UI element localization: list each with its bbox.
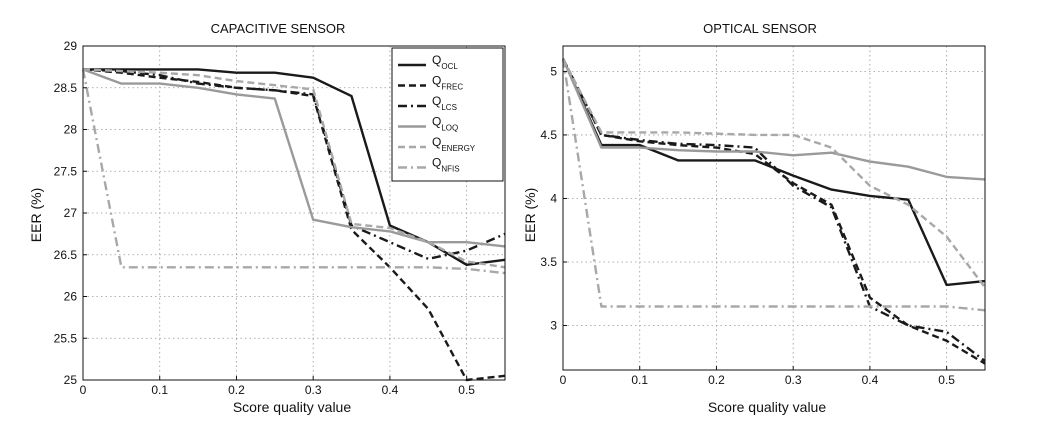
x-tick-label: 0.2 bbox=[228, 383, 245, 397]
y-tick-label: 3.5 bbox=[540, 255, 557, 269]
legend-label-energy: QENERGY bbox=[432, 135, 476, 153]
series-line-loq bbox=[82, 68, 506, 248]
y-tick-label: 27.5 bbox=[54, 164, 78, 178]
y-tick-label: 25 bbox=[64, 373, 78, 387]
tick-marks bbox=[562, 70, 948, 370]
legend-label-ocl: QOCL bbox=[432, 53, 458, 71]
y-tick-label: 3 bbox=[550, 319, 557, 333]
y-tick-label: 25.5 bbox=[54, 331, 78, 345]
x-axis-label: Score quality value bbox=[233, 399, 352, 415]
legend-box bbox=[391, 47, 504, 182]
grid bbox=[563, 46, 985, 370]
x-tick-label: 0.5 bbox=[458, 383, 475, 397]
y-tick-label: 4 bbox=[550, 191, 557, 205]
y-tick-label: 5 bbox=[550, 64, 557, 78]
legend: QOCL QFREC QLCS QLOQ QENERGY QNFIS bbox=[391, 47, 504, 182]
y-tick-label: 26.5 bbox=[54, 248, 78, 262]
y-tick-label: 26 bbox=[64, 290, 78, 304]
legend-label-lcs: QLCS bbox=[432, 94, 457, 112]
x-tick-label: 0 bbox=[560, 373, 567, 387]
series-line-lcs bbox=[561, 58, 986, 363]
series-line-frec bbox=[561, 58, 986, 365]
x-tick-label: 0.3 bbox=[305, 383, 322, 397]
series-line-lcs bbox=[82, 68, 506, 261]
series-line-nfis bbox=[561, 58, 986, 312]
x-tick-label: 0.3 bbox=[785, 373, 802, 387]
y-tick-label: 28 bbox=[64, 123, 78, 137]
series-lines bbox=[561, 58, 986, 365]
series-line-energy bbox=[82, 68, 506, 269]
x-tick-label: 0.4 bbox=[382, 383, 399, 397]
series-line-ocl bbox=[83, 68, 506, 266]
series-line-loq bbox=[561, 58, 986, 181]
series-line-energy bbox=[561, 58, 986, 289]
x-tick-label: 0.1 bbox=[151, 383, 168, 397]
x-tick-label: 0.4 bbox=[862, 373, 879, 387]
legend-label-frec: QFREC bbox=[432, 74, 463, 92]
chart-optical: OPTICAL SENSOR 0 0.1 0.2 0.3 0.4 0.5 3 3.5 4 4.5 5… bbox=[522, 21, 986, 415]
y-tick-label: 28.5 bbox=[54, 81, 78, 95]
legend-label-nfis: QNFIS bbox=[432, 156, 460, 174]
series-line-nfis bbox=[81, 69, 506, 275]
tick-marks bbox=[82, 45, 468, 381]
x-tick-label: 0.1 bbox=[631, 373, 648, 387]
x-axis-label: Score quality value bbox=[708, 399, 827, 415]
y-axis-label: EER (%) bbox=[28, 188, 44, 242]
y-axis-label: EER (%) bbox=[522, 188, 538, 242]
legend-label-loq: QLOQ bbox=[432, 115, 458, 133]
chart-title: OPTICAL SENSOR bbox=[703, 21, 817, 36]
y-tick-label: 27 bbox=[64, 206, 78, 220]
chart-capacitive: CAPACITIVE SENSOR 0 0.1 0.2 0.3 0.4 0.5 25 25.5… bbox=[28, 21, 506, 415]
x-tick-label: 0 bbox=[80, 383, 87, 397]
series-line-ocl bbox=[561, 58, 986, 287]
y-tick-label: 29 bbox=[64, 39, 78, 53]
y-tick-label: 4.5 bbox=[540, 128, 557, 142]
x-tick-label: 0.5 bbox=[938, 373, 955, 387]
tick-labels: 0 0.1 0.2 0.3 0.4 0.5 25 25.5 26 26.5 27 27.5 28 28.5… bbox=[54, 39, 476, 397]
x-tick-label: 0.2 bbox=[708, 373, 725, 387]
tick-labels: 0 0.1 0.2 0.3 0.4 0.5 3 3.5 4 4.5 5 bbox=[540, 64, 955, 387]
chart-title: CAPACITIVE SENSOR bbox=[211, 21, 346, 36]
series-lines bbox=[81, 68, 506, 382]
plot-frame bbox=[562, 45, 986, 371]
